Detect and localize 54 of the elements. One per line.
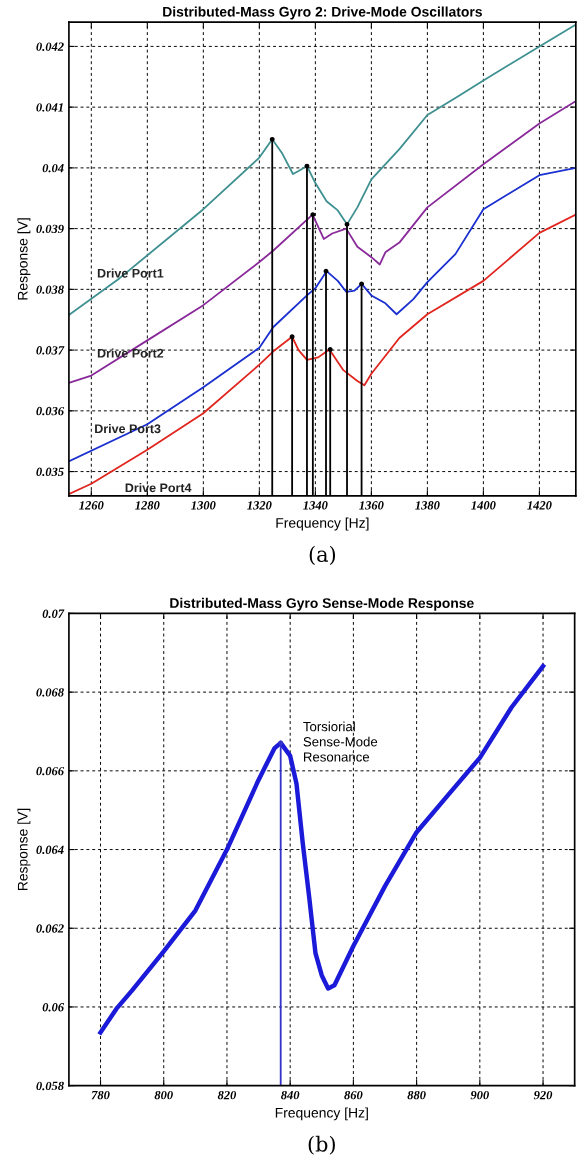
x-tick-label: 880 xyxy=(407,1090,426,1100)
x-axis-title: Frequency [Hz] xyxy=(276,517,369,531)
x-tick-label: 1360 xyxy=(359,501,384,510)
y-tick-label: 0.064 xyxy=(36,845,64,855)
y-axis-title: Response [V] xyxy=(17,218,31,300)
x-tick-label: 840 xyxy=(281,1090,300,1100)
x-tick-label: 1380 xyxy=(415,501,440,510)
x-tick-label: 820 xyxy=(217,1090,237,1100)
x-tick-label: 1280 xyxy=(135,501,160,510)
series-label: Drive Port2 xyxy=(97,348,164,358)
y-tick-label: 0.058 xyxy=(36,1081,64,1091)
point xyxy=(323,268,329,274)
annotation: Torsiorial Sense-Mode Resonance xyxy=(303,721,378,762)
x-tick-label: 1260 xyxy=(79,501,104,510)
x-tick-label: 1420 xyxy=(527,501,552,510)
x-tick-label: 860 xyxy=(344,1090,363,1100)
point xyxy=(327,347,333,352)
chart-title: Distributed-Mass Gyro Sense-Mode Response xyxy=(170,597,474,611)
x-tick-label: 780 xyxy=(91,1090,110,1100)
point xyxy=(310,212,316,218)
x-axis-title: Frequency [Hz] xyxy=(275,1107,368,1121)
series-label: Drive Port4 xyxy=(125,483,192,493)
y-tick-label: 0.036 xyxy=(36,406,65,416)
point xyxy=(359,281,365,287)
point xyxy=(304,163,310,169)
y-tick-label: 0.035 xyxy=(36,467,64,477)
y-tick-label: 0.037 xyxy=(36,346,65,355)
y-tick-label: 0.042 xyxy=(36,42,64,51)
chart-title: Distributed-Mass Gyro 2: Drive-Mode Oscillators xyxy=(163,6,482,20)
x-tick-label: 900 xyxy=(470,1090,489,1100)
x-tick-label: 1300 xyxy=(191,501,216,510)
line-series xyxy=(68,100,576,384)
text: (a) xyxy=(309,545,336,565)
y-tick-label: 0.038 xyxy=(36,285,64,294)
y-tick-label: 0.039 xyxy=(36,224,64,234)
y-tick-label: 0.068 xyxy=(36,688,64,697)
text: (b) xyxy=(308,1135,335,1155)
x-tick-label: 1320 xyxy=(247,501,272,510)
y-tick-label: 0.07 xyxy=(42,609,65,618)
x-tick-label: 920 xyxy=(533,1090,553,1100)
point xyxy=(344,221,350,227)
line-series xyxy=(98,663,546,1035)
point xyxy=(289,334,295,340)
y-axis-title: Response [V] xyxy=(17,808,31,891)
line-series xyxy=(68,166,576,463)
y-tick-label: 0.041 xyxy=(36,103,63,112)
y-tick-label: 0.062 xyxy=(36,924,64,933)
x-tick-label: 1400 xyxy=(471,501,496,510)
x-tick-label: 1340 xyxy=(303,501,328,510)
point xyxy=(269,136,275,142)
y-tick-label: 0.066 xyxy=(36,766,65,776)
x-tick-label: 800 xyxy=(154,1090,173,1100)
y-tick-label: 0.04 xyxy=(42,163,64,173)
y-tick-label: 0.06 xyxy=(42,1002,65,1012)
